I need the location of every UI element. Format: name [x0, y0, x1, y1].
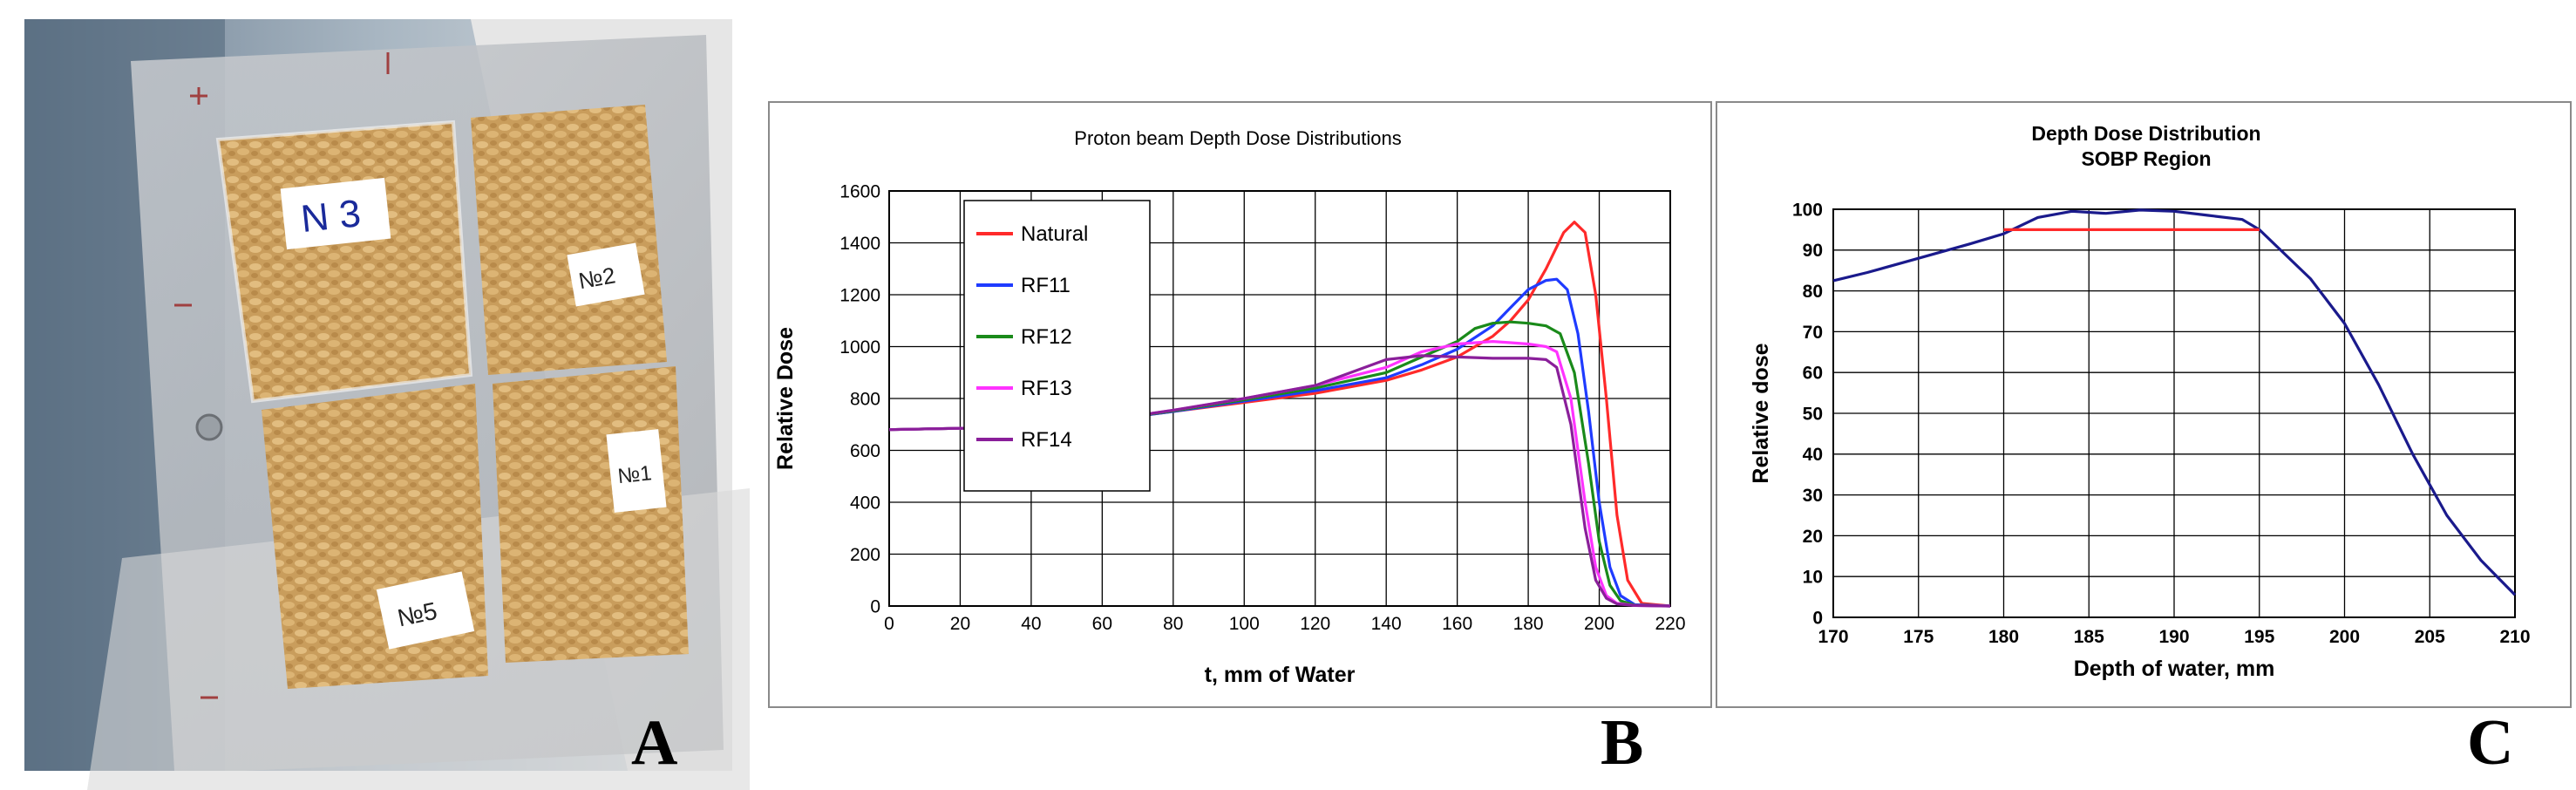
x-tick-label: 180	[1513, 614, 1544, 634]
x-axis-label: Depth of water, mm	[2074, 657, 2275, 681]
bag-label-n3: N 3	[299, 192, 363, 241]
y-tick-label: 1200	[839, 285, 880, 305]
y-tick-label: 70	[1803, 323, 1823, 343]
x-tick-label: 60	[1092, 614, 1112, 634]
x-tick-label: 205	[2415, 627, 2445, 647]
bag-label-n2: №2	[576, 262, 617, 294]
x-tick-label: 20	[950, 614, 970, 634]
sobp-chart: 170 175 180 185 190 195 200 205 210 0 10 20 30 40 50 60…	[1749, 122, 2531, 681]
y-tick-label: 400	[850, 493, 880, 513]
y-tick-label: 50	[1803, 404, 1823, 424]
x-tick-label: 210	[2499, 627, 2530, 647]
y-axis-label: Relative dose	[1749, 343, 1773, 483]
x-tick-label: 140	[1371, 614, 1402, 634]
y-tick-label: 10	[1803, 568, 1823, 588]
chart-title: Proton beam Depth Dose Distributions	[1074, 127, 1401, 149]
y-tick-label: 30	[1803, 486, 1823, 506]
y-tick-label: 80	[1803, 282, 1823, 302]
sample-bag-n2: №2	[471, 105, 667, 375]
legend-box	[963, 200, 1151, 492]
legend-label-natural: Natural	[1021, 222, 1088, 246]
sample-bag-n5: №5	[262, 384, 488, 689]
x-tick-label: 100	[1229, 614, 1260, 634]
depth-dose-chart: 0 20 40 60 80 100 120 140 160 180 200 220 0 200 400 600…	[773, 127, 1686, 687]
y-tick-label: 1000	[839, 337, 880, 358]
x-tick-label: 80	[1163, 614, 1183, 634]
panel-c-frame	[1716, 101, 2572, 708]
x-tick-label: 170	[1818, 627, 1848, 647]
legend-label-rf13: RF13	[1021, 377, 1072, 400]
x-tick-label: 120	[1300, 614, 1330, 634]
x-axis-label: t, mm of Water	[1205, 663, 1356, 687]
panel-letter-b: B	[1601, 707, 1644, 779]
plot-area	[888, 190, 1671, 607]
plot-area	[1832, 208, 2516, 618]
y-tick-label: 1600	[839, 181, 880, 201]
y-tick-label: 40	[1803, 445, 1823, 465]
x-tick-label: 220	[1655, 614, 1685, 634]
sample-bag-n1: №1	[493, 366, 689, 663]
chart-subtitle: SOBP Region	[2081, 147, 2211, 170]
y-tick-label: 200	[850, 545, 880, 565]
y-tick-label: 0	[870, 596, 880, 616]
x-tick-label: 175	[1903, 627, 1934, 647]
x-tick-label: 0	[884, 614, 894, 634]
legend-label-rf14: RF14	[1021, 428, 1072, 452]
legend-label-rf11: RF11	[1021, 274, 1071, 297]
x-tick-label: 195	[2244, 627, 2274, 647]
x-tick-label: 40	[1021, 614, 1041, 634]
y-tick-label: 100	[1792, 200, 1823, 220]
x-tick-label: 180	[1988, 627, 2019, 647]
x-tick-label: 190	[2158, 627, 2189, 647]
sample-holder-photo: N 3 №2 №5 №1	[0, 0, 750, 790]
panel-letter-c: C	[2467, 707, 2514, 779]
y-tick-label: 1400	[839, 234, 880, 254]
x-tick-label: 200	[2329, 627, 2360, 647]
y-tick-label: 0	[1812, 608, 1823, 628]
y-tick-label: 600	[850, 441, 880, 461]
x-tick-label: 160	[1442, 614, 1472, 634]
y-tick-label: 800	[850, 389, 880, 409]
y-tick-label: 60	[1803, 364, 1823, 384]
sample-bag-n3: N 3	[215, 119, 473, 404]
y-tick-label: 20	[1803, 527, 1823, 547]
legend-label-rf12: RF12	[1021, 325, 1072, 349]
y-axis-label: Relative Dose	[773, 327, 798, 470]
bag-label-n1: №1	[616, 461, 653, 488]
chart-title: Depth Dose Distribution	[2031, 122, 2260, 145]
series-line-line-0	[1832, 208, 2517, 596]
panel-letter-a: A	[631, 707, 678, 779]
y-tick-label: 90	[1803, 241, 1823, 261]
x-tick-label: 185	[2074, 627, 2104, 647]
x-tick-label: 200	[1584, 614, 1614, 634]
